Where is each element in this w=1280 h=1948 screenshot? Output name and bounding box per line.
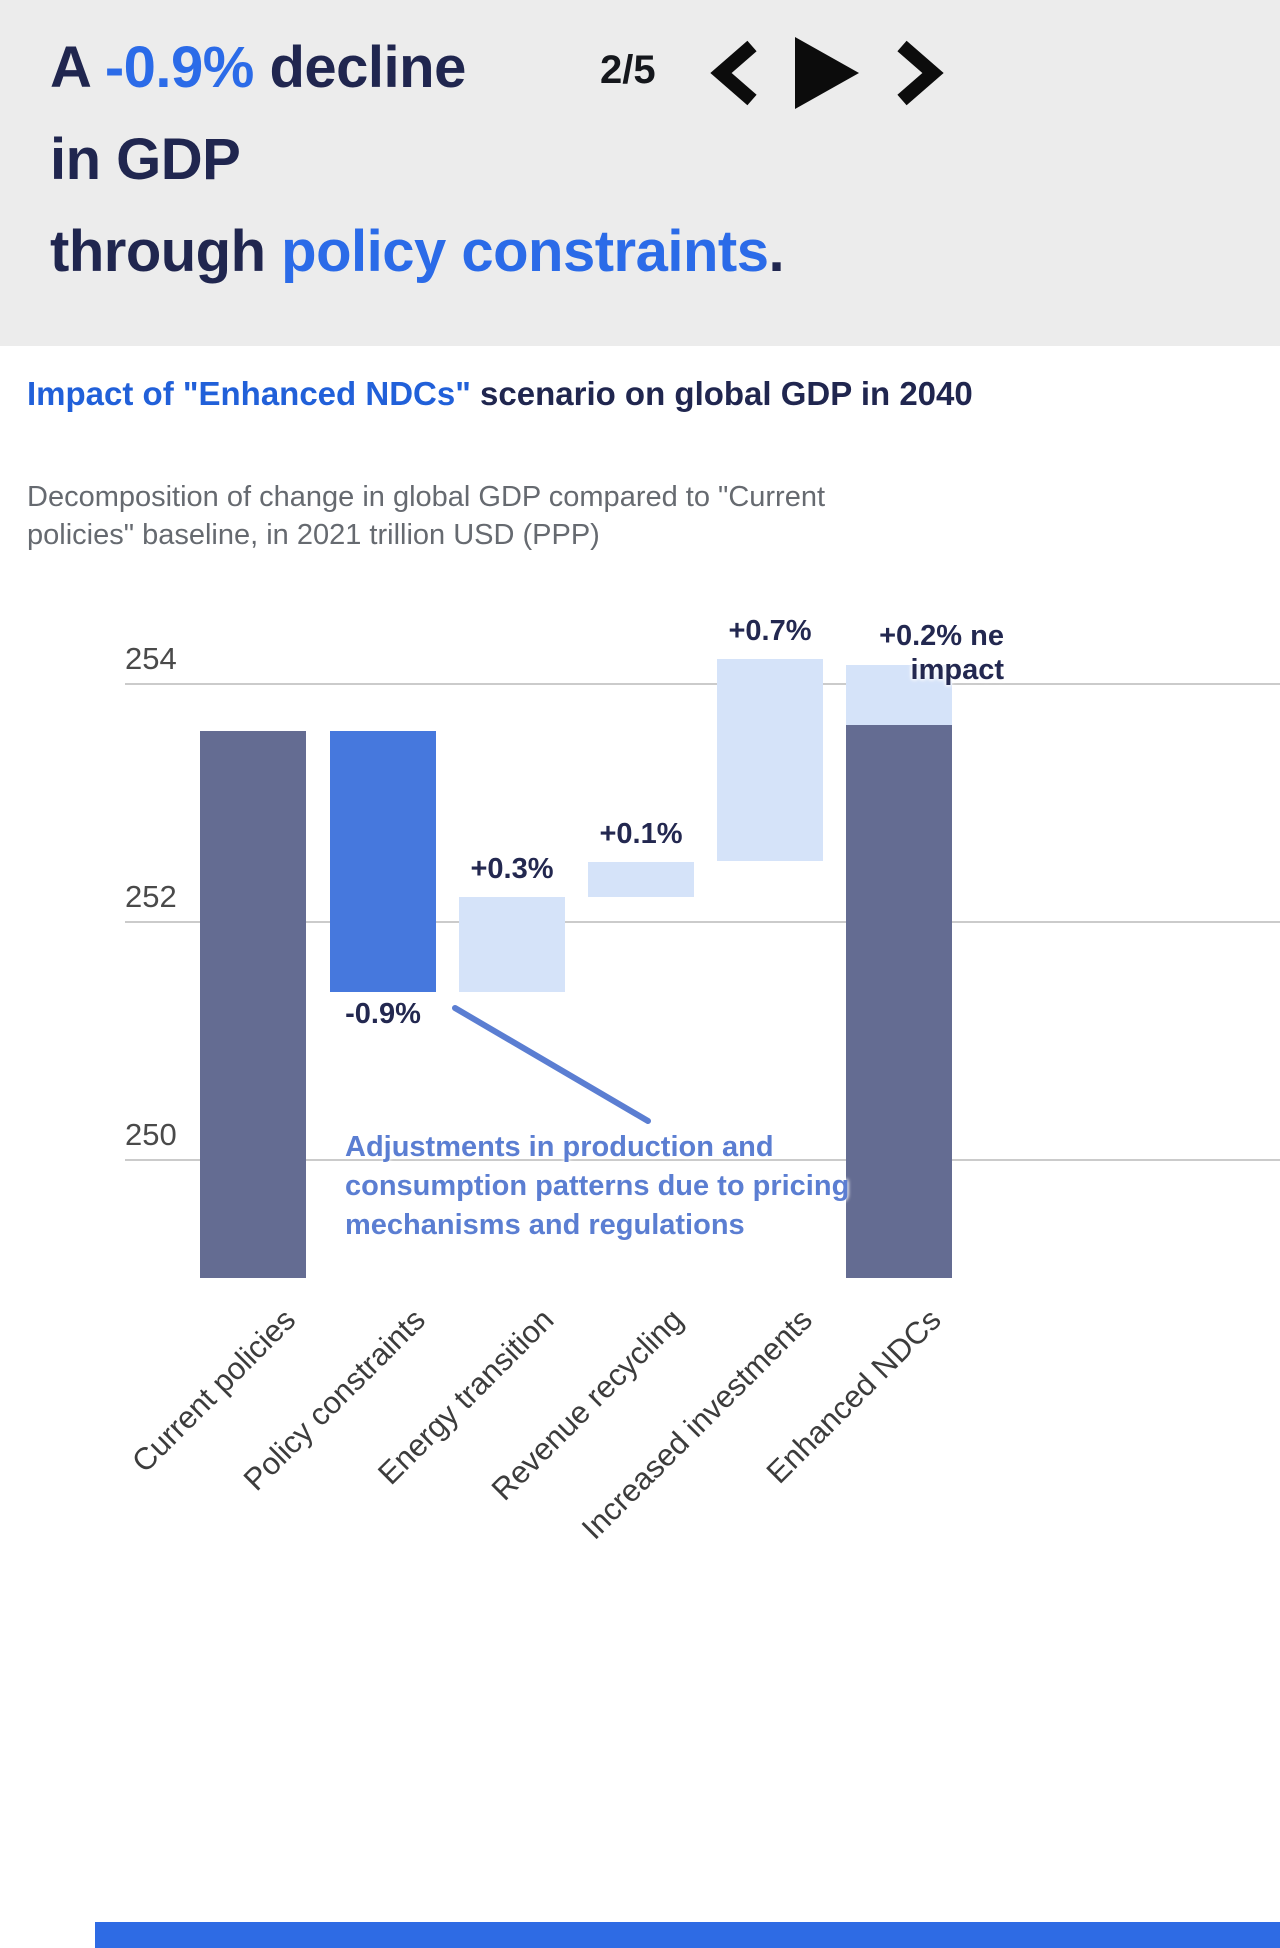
bar-segment-current-policies	[200, 730, 306, 1278]
prev-button[interactable]	[708, 40, 760, 106]
page-indicator: 2/5	[600, 48, 656, 92]
slide-header: A -0.9% decline in GDP through policy co…	[0, 0, 1280, 346]
bar-value-label: +0.3%	[470, 853, 554, 886]
annotation-text: Adjustments in production and consumptio…	[345, 1131, 850, 1241]
bar-value-label: +0.7%	[728, 615, 812, 648]
gridline	[125, 1159, 1280, 1161]
chart-title-highlight: Impact of "Enhanced NDCs"	[27, 375, 471, 412]
heading-accent: policy constraints	[281, 219, 769, 284]
heading-text: through	[50, 219, 282, 284]
play-button[interactable]	[790, 34, 864, 112]
heading-text: decline	[253, 35, 466, 100]
carousel-controls	[708, 34, 946, 112]
bar-value-label: +0.1%	[599, 817, 683, 850]
chevron-left-icon	[710, 40, 757, 106]
y-axis-tick-label: 250	[125, 1117, 177, 1152]
gridline	[125, 921, 1280, 923]
bar-segment-enhanced-ndcs	[846, 665, 952, 725]
y-axis-tick-label: 252	[125, 879, 177, 914]
heading-text: .	[768, 219, 785, 284]
chart-title: Impact of "Enhanced NDCs" scenario on gl…	[27, 372, 997, 415]
bar-segment-energy-transition	[459, 897, 565, 993]
chart-subtitle: Decomposition of change in global GDP co…	[27, 481, 826, 551]
bar-segment-revenue-recycling	[588, 861, 694, 898]
gridline	[125, 683, 1280, 685]
heading-line-2: in GDP	[50, 114, 1060, 206]
y-axis-tick-label: 254	[125, 641, 177, 676]
heading-text: in GDP	[50, 127, 241, 192]
bar-value-label: -0.9%	[345, 998, 421, 1031]
x-axis-label: Increased investments	[574, 1302, 819, 1547]
heading-text: A	[50, 35, 105, 100]
bar-segment-increased-investments	[717, 659, 823, 862]
chart-title-rest: scenario on global GDP in 2040	[470, 375, 973, 412]
chevron-right-icon	[897, 40, 944, 106]
bar-segment-policy-constraints	[330, 730, 436, 993]
bar-segment-enhanced-ndcs	[846, 724, 952, 1278]
bottom-accent-bar	[95, 1922, 1280, 1948]
next-button[interactable]	[894, 40, 946, 106]
bar-value-label: +0.2% ne impact	[879, 620, 1004, 687]
slide-title: A -0.9% decline in GDP through policy co…	[50, 22, 1060, 298]
heading-line-3: through policy constraints.	[50, 206, 1060, 298]
heading-line-1: A -0.9% decline	[50, 22, 1060, 114]
heading-accent: -0.9%	[104, 35, 255, 100]
play-icon	[795, 37, 859, 109]
